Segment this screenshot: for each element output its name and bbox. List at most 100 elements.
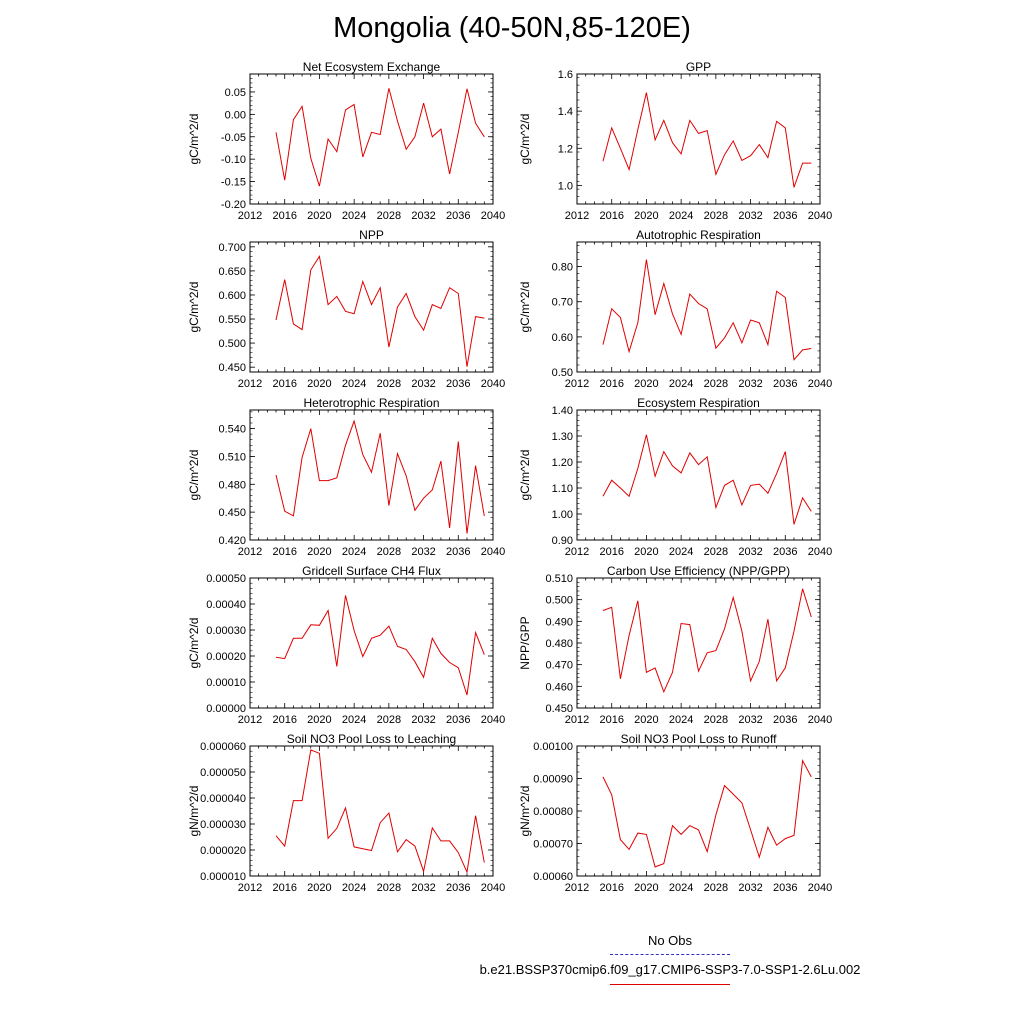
x-tick-label: 2040 <box>481 546 505 558</box>
y-tick-label: 1.6 <box>558 69 573 81</box>
y-axis-label: gC/m^2/d <box>187 282 201 333</box>
y-tick-label: -0.05 <box>221 132 246 144</box>
x-tick-label: 2012 <box>238 546 262 558</box>
x-tick-label: 2040 <box>481 210 505 222</box>
y-tick-label: 0.450 <box>218 507 246 519</box>
series-line-0 <box>275 749 485 874</box>
y-tick-label: 0.550 <box>218 314 246 326</box>
legend-obs-line <box>610 954 730 955</box>
x-tick-label: 2040 <box>481 714 505 726</box>
panel-7: Carbon Use Efficiency (NPP/GPP) 2012 2016 2… <box>518 564 832 726</box>
panel-8: Soil NO3 Pool Loss to Leaching 2012 2016 20… <box>187 732 505 894</box>
y-tick-label: 0.00080 <box>533 806 573 818</box>
x-tick-label: 2016 <box>599 882 623 894</box>
y-tick-label: -0.20 <box>221 199 246 211</box>
x-tick-label: 2016 <box>599 714 623 726</box>
x-tick-label: 2016 <box>272 882 296 894</box>
x-tick-label: 2020 <box>307 210 331 222</box>
x-tick-label: 2032 <box>738 714 762 726</box>
x-tick-label: 2036 <box>773 210 797 222</box>
x-tick-label: 2036 <box>446 378 470 390</box>
y-tick-label: 0.00090 <box>533 774 573 786</box>
panel-4: Heterotrophic Respiration 2012 2016 2020 202… <box>187 396 505 558</box>
x-tick-label: 2024 <box>342 714 366 726</box>
plot-frame <box>576 73 821 205</box>
x-tick-label: 2024 <box>342 546 366 558</box>
figure-title: Mongolia (40-50N,85-120E) <box>333 12 691 44</box>
y-axis-label: gC/m^2/d <box>518 114 532 165</box>
plot-frame <box>249 577 494 709</box>
y-tick-label: 0.00010 <box>206 677 246 689</box>
x-tick-label: 2012 <box>238 378 262 390</box>
panel-9: Soil NO3 Pool Loss to Runoff 2012 2016 2020… <box>518 732 832 894</box>
y-tick-label: 0.00000 <box>206 703 246 715</box>
x-tick-label: 2040 <box>808 882 832 894</box>
y-tick-label: 0.50 <box>552 367 573 379</box>
x-tick-label: 2032 <box>738 378 762 390</box>
series-line-0 <box>602 758 812 868</box>
series-line-0 <box>275 595 485 696</box>
y-tick-label: -0.10 <box>221 154 246 166</box>
y-axis-label: gN/m^2/d <box>518 786 532 837</box>
y-tick-label: 0.00060 <box>533 871 573 883</box>
y-tick-label: 1.4 <box>558 106 573 118</box>
y-tick-label: 0.00070 <box>533 839 573 851</box>
y-tick-label: 0.700 <box>218 242 246 254</box>
plot-frame <box>576 409 821 541</box>
y-tick-label: 0.00040 <box>206 599 246 611</box>
x-tick-label: 2032 <box>411 378 435 390</box>
x-tick-label: 2032 <box>411 210 435 222</box>
panel-1: GPP 2012 2016 2020 2024 2028 2032 2036 2040 1.6 1.… <box>518 60 832 222</box>
x-tick-label: 2016 <box>272 714 296 726</box>
x-tick-label: 2024 <box>669 714 693 726</box>
x-tick-label: 2028 <box>704 210 728 222</box>
x-tick-label: 2024 <box>342 378 366 390</box>
x-tick-label: 2012 <box>565 210 589 222</box>
plot-frame <box>249 241 494 373</box>
y-axis-label: gC/m^2/d <box>187 114 201 165</box>
x-tick-label: 2012 <box>565 714 589 726</box>
x-tick-label: 2020 <box>634 378 658 390</box>
y-axis-label: gN/m^2/d <box>187 786 201 837</box>
x-tick-label: 2040 <box>481 378 505 390</box>
x-tick-label: 2028 <box>704 714 728 726</box>
x-tick-label: 2028 <box>704 378 728 390</box>
y-tick-label: 0.000030 <box>200 819 246 831</box>
x-tick-label: 2036 <box>773 546 797 558</box>
y-tick-label: 0.450 <box>545 703 573 715</box>
x-tick-label: 2032 <box>411 882 435 894</box>
panel-0: Net Ecosystem Exchange 2012 2016 2020 2024 20… <box>187 60 505 222</box>
panel-title: Heterotrophic Respiration <box>303 396 439 410</box>
panel-title: Gridcell Surface CH4 Flux <box>302 564 441 578</box>
x-tick-label: 2016 <box>599 546 623 558</box>
x-tick-label: 2036 <box>446 546 470 558</box>
series-line-0 <box>602 92 812 188</box>
legend-obs-label: No Obs <box>647 933 693 948</box>
y-tick-label: 0.00030 <box>206 625 246 637</box>
panel-title: Autotrophic Respiration <box>636 228 761 242</box>
x-tick-label: 2020 <box>634 546 658 558</box>
panel-6: Gridcell Surface CH4 Flux 2012 2016 2020 202… <box>187 564 505 726</box>
x-tick-label: 2032 <box>738 210 762 222</box>
panel-2: NPP 2012 2016 2020 2024 2028 2032 2036 2040 0.700… <box>187 228 505 390</box>
y-tick-label: 0.500 <box>218 338 246 350</box>
y-tick-label: 0.540 <box>218 424 246 436</box>
x-tick-label: 2032 <box>411 546 435 558</box>
y-axis-label: NPP/GPP <box>518 616 532 669</box>
x-tick-label: 2028 <box>377 882 401 894</box>
y-axis-label: gC/m^2/d <box>187 450 201 501</box>
x-tick-label: 2032 <box>738 882 762 894</box>
x-tick-label: 2020 <box>634 882 658 894</box>
x-tick-label: 2032 <box>738 546 762 558</box>
y-tick-label: 0.510 <box>545 573 573 585</box>
panel-title: Ecosystem Respiration <box>637 396 760 410</box>
x-tick-label: 2040 <box>481 882 505 894</box>
y-tick-label: 1.0 <box>558 180 573 192</box>
panel-title: NPP <box>359 228 384 242</box>
series-line-0 <box>602 588 812 694</box>
x-tick-label: 2016 <box>272 378 296 390</box>
y-axis-label: gC/m^2/d <box>518 282 532 333</box>
x-tick-label: 2036 <box>773 882 797 894</box>
x-tick-label: 2020 <box>634 210 658 222</box>
